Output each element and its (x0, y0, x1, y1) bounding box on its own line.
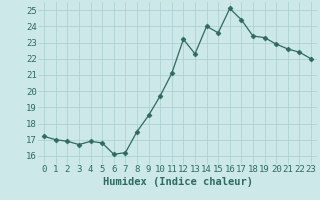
X-axis label: Humidex (Indice chaleur): Humidex (Indice chaleur) (103, 177, 252, 187)
